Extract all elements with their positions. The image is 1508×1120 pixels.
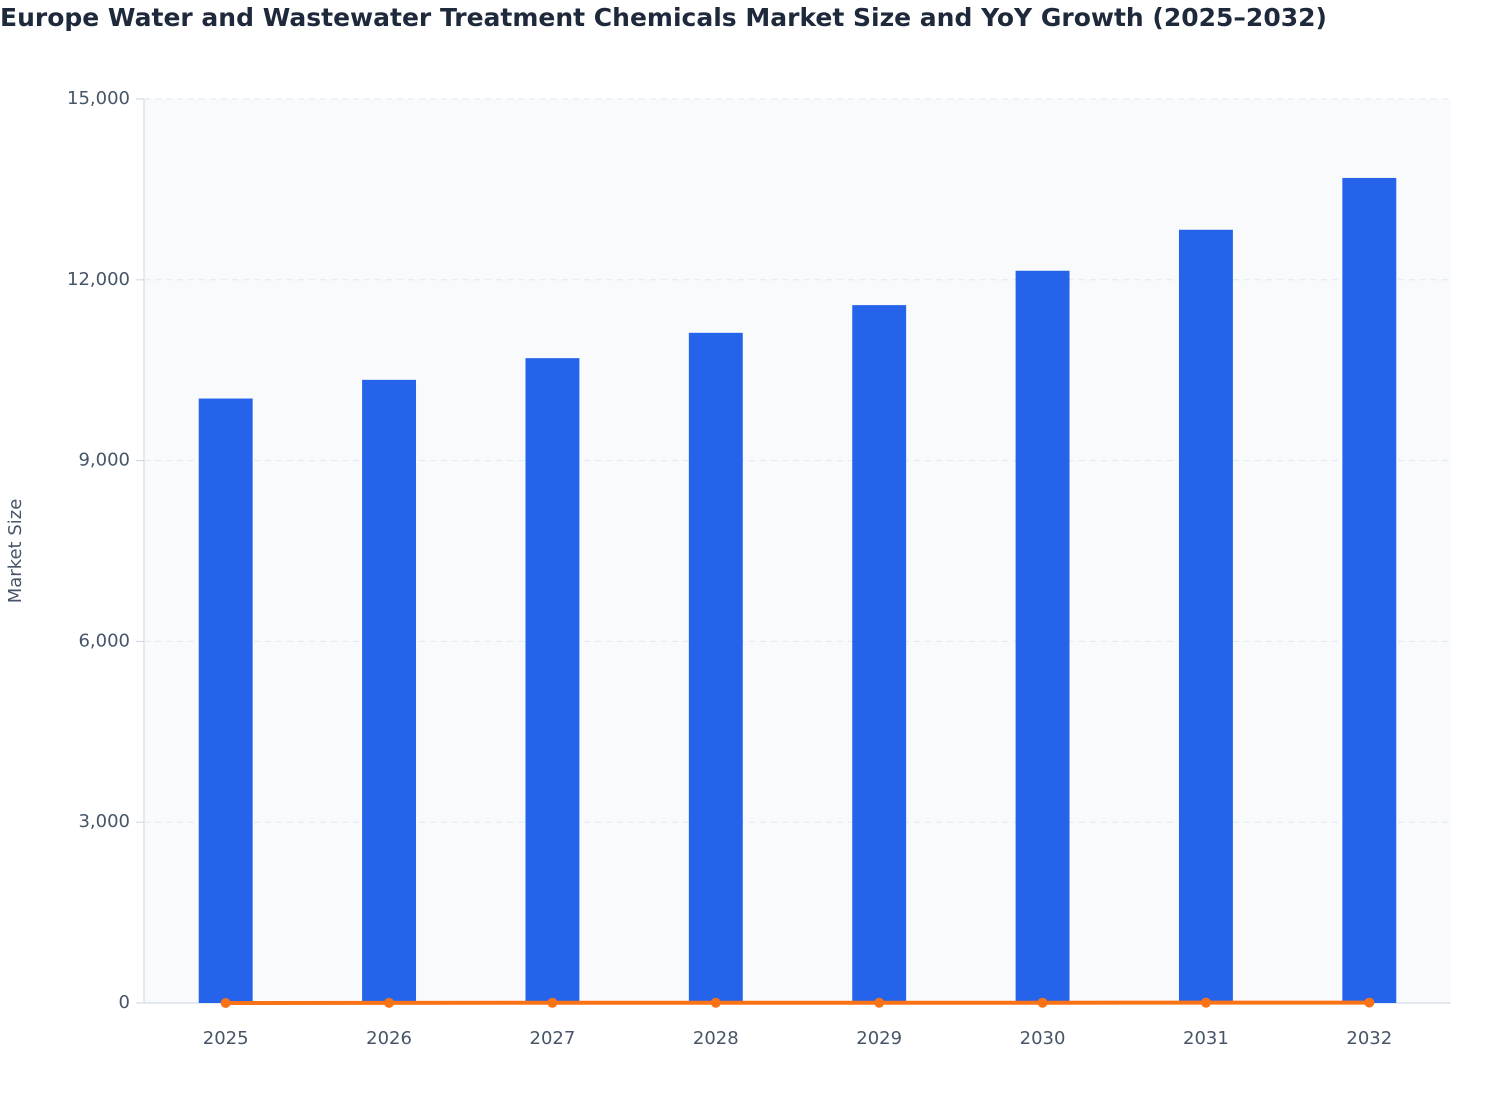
line-point — [710, 997, 721, 1008]
bar — [1015, 270, 1070, 1003]
y-tick-label: 6,000 — [78, 630, 130, 651]
x-tick-label: 2026 — [366, 1028, 412, 1049]
bar — [362, 379, 417, 1003]
y-tick-label: 9,000 — [78, 450, 130, 471]
x-tick-label: 2029 — [856, 1028, 902, 1049]
line-point — [874, 997, 885, 1008]
x-tick-label: 2028 — [693, 1028, 739, 1049]
x-tick-label: 2030 — [1020, 1028, 1066, 1049]
line-point — [547, 997, 558, 1008]
x-tick-label: 2027 — [530, 1028, 576, 1049]
x-tick-label: 2025 — [203, 1028, 249, 1049]
x-tick-label: 2032 — [1346, 1028, 1392, 1049]
line-point — [220, 998, 231, 1008]
y-tick-label: 3,000 — [78, 811, 130, 832]
plot-background — [144, 99, 1451, 1003]
y-tick-label: 12,000 — [67, 269, 130, 290]
bar — [525, 358, 580, 1003]
line-point — [1364, 997, 1375, 1008]
line-point — [1200, 997, 1211, 1008]
x-tick-label: 2031 — [1183, 1028, 1229, 1049]
chart-title: Europe Water and Wastewater Treatment Ch… — [0, 3, 1327, 32]
bar — [852, 305, 907, 1003]
y-tick-label: 0 — [119, 992, 130, 1013]
bar — [1342, 177, 1397, 1003]
bar — [198, 398, 253, 1003]
y-axis-label: Market Size — [5, 499, 26, 604]
line-point — [1037, 997, 1048, 1008]
line-point — [384, 997, 395, 1008]
bar — [688, 332, 743, 1003]
y-tick-label: 15,000 — [67, 88, 130, 109]
bar — [1178, 229, 1233, 1003]
